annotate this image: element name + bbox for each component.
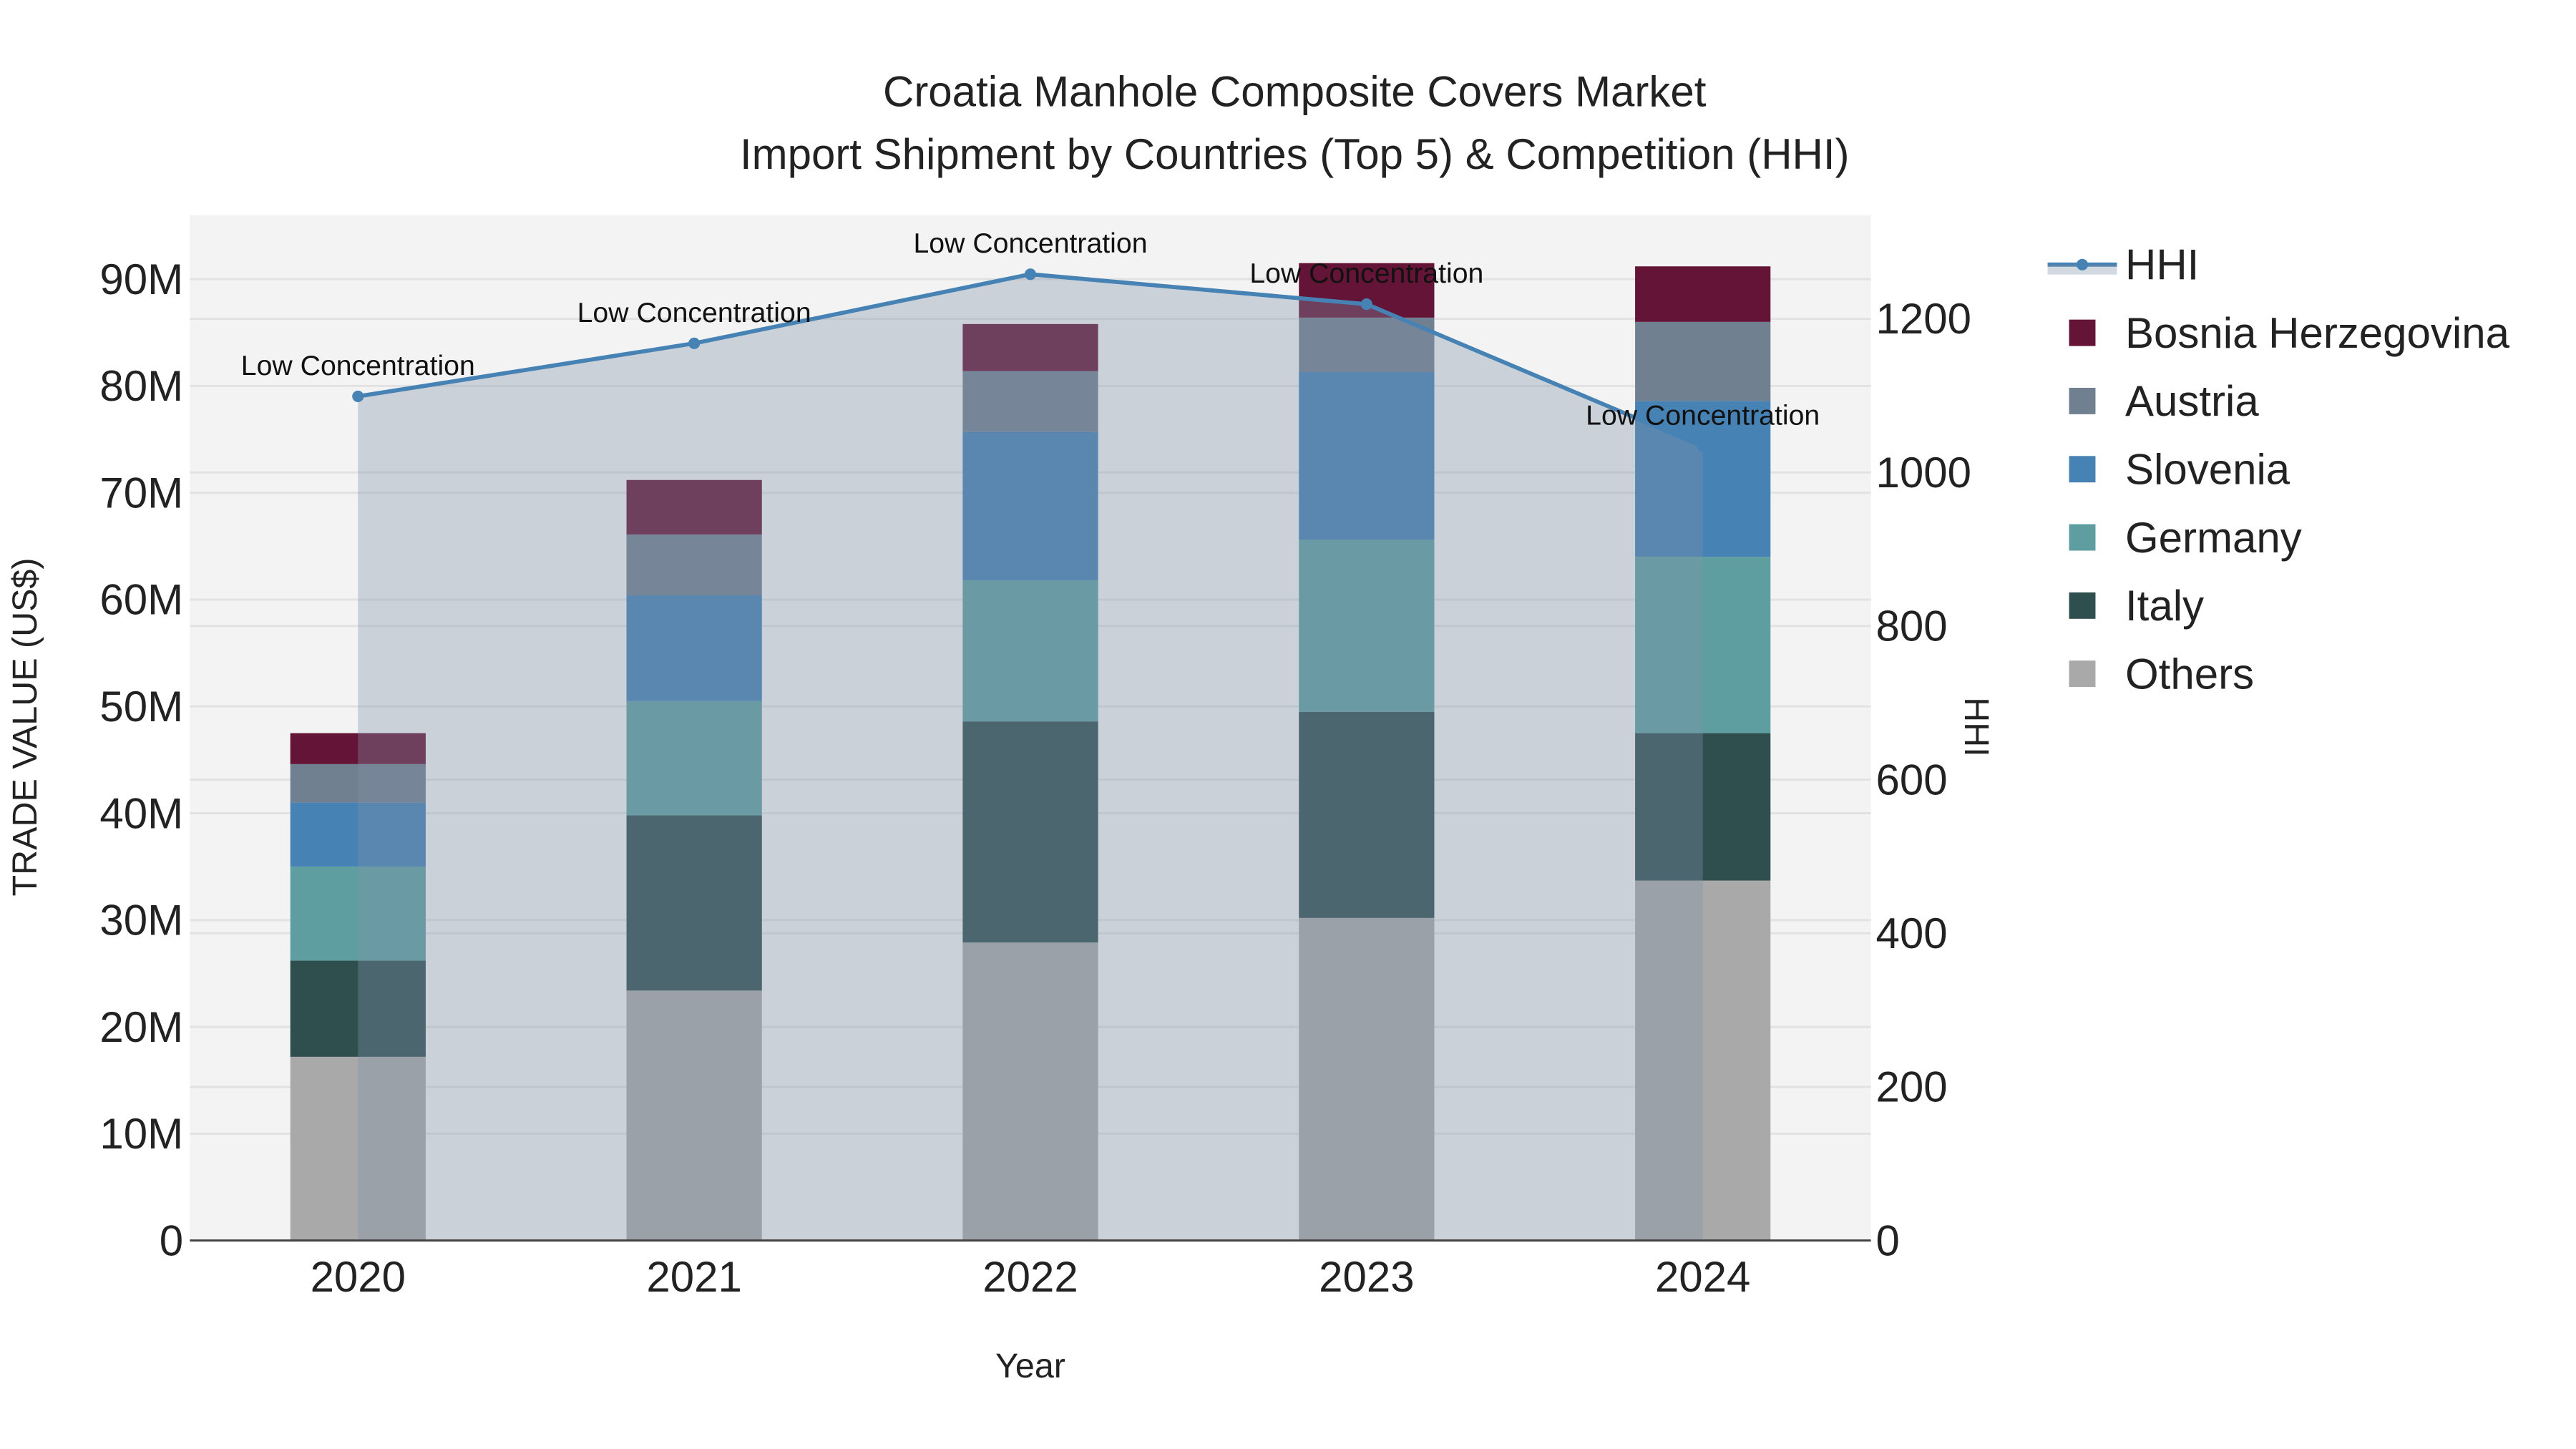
x-tick-label: 2021 xyxy=(646,1253,741,1301)
chart-title-line2: Import Shipment by Countries (Top 5) & C… xyxy=(740,130,1850,178)
bar-slovenia xyxy=(626,595,762,701)
bar-others xyxy=(1299,917,1435,1241)
bar-others xyxy=(290,1056,426,1241)
y-tick-label: 50M xyxy=(99,683,183,731)
hhi-point xyxy=(352,390,364,402)
legend-swatch-icon xyxy=(2069,524,2096,551)
bar-austria xyxy=(290,763,426,803)
y-tick-label: 40M xyxy=(99,789,183,837)
legend-hhi-marker-icon xyxy=(2076,258,2089,270)
chart-title-line1: Croatia Manhole Composite Covers Market xyxy=(883,67,1707,115)
legend-label: Germany xyxy=(2125,514,2302,562)
bar-germany xyxy=(290,867,426,961)
bar-others xyxy=(626,990,762,1241)
y2-tick-label: 400 xyxy=(1876,909,1948,957)
bar-austria xyxy=(1635,321,1771,401)
hhi-annotation: Low Concentration xyxy=(913,228,1147,259)
bar-bosnia-herzegovina xyxy=(626,479,762,535)
legend-swatch-icon xyxy=(2069,456,2096,483)
x-tick-label: 2020 xyxy=(311,1253,406,1301)
y-tick-label: 90M xyxy=(99,255,183,303)
hhi-annotation: Low Concentration xyxy=(1586,400,1820,431)
legend-label: Bosnia Herzegovina xyxy=(2125,309,2510,357)
y2-tick-label: 200 xyxy=(1876,1063,1948,1111)
bar-slovenia xyxy=(290,802,426,867)
x-tick-label: 2023 xyxy=(1319,1253,1414,1301)
bar-slovenia xyxy=(962,431,1098,581)
bar-others xyxy=(962,942,1098,1241)
bar-bosnia-herzegovina xyxy=(962,323,1098,371)
legend-label-hhi: HHI xyxy=(2125,241,2199,289)
y2-tick-label: 1000 xyxy=(1876,449,1971,497)
hhi-point xyxy=(1360,298,1372,311)
legend-label: Slovenia xyxy=(2125,445,2290,493)
bar-germany xyxy=(1299,540,1435,712)
y2-tick-label: 600 xyxy=(1876,756,1948,804)
legend-label: Italy xyxy=(2125,582,2204,630)
bar-italy xyxy=(626,815,762,991)
bar-austria xyxy=(1299,317,1435,373)
hhi-point xyxy=(1697,440,1709,452)
y2-tick-label: 800 xyxy=(1876,602,1948,650)
hhi-area xyxy=(358,274,1703,1241)
bar-italy xyxy=(1635,733,1771,881)
y-tick-label: 60M xyxy=(99,576,183,624)
y-tick-label: 80M xyxy=(99,362,183,410)
hhi-point xyxy=(1024,268,1037,280)
hhi-annotation: Low Concentration xyxy=(241,350,475,381)
legend-swatch-icon xyxy=(2069,387,2096,414)
y2-axis-title: HHI xyxy=(1957,697,1996,756)
bar-italy xyxy=(962,721,1098,943)
y2-tick-label: 0 xyxy=(1876,1216,1900,1264)
hhi-point xyxy=(688,337,701,349)
bar-italy xyxy=(290,960,426,1057)
bar-austria xyxy=(626,534,762,596)
y-axis-title: TRADE VALUE (US$) xyxy=(6,557,44,896)
legend-swatch-icon xyxy=(2069,319,2096,346)
bar-bosnia-herzegovina xyxy=(290,733,426,764)
legend-swatch-icon xyxy=(2069,660,2096,688)
bar-slovenia xyxy=(1299,372,1435,540)
bar-germany xyxy=(962,580,1098,722)
bar-germany xyxy=(1635,557,1771,733)
x-tick-label: 2024 xyxy=(1655,1253,1750,1301)
y-tick-label: 30M xyxy=(99,897,183,945)
hhi-annotation: Low Concentration xyxy=(577,297,811,328)
bar-austria xyxy=(962,371,1098,432)
hhi-annotation: Low Concentration xyxy=(1249,258,1483,289)
x-tick-label: 2022 xyxy=(982,1253,1078,1301)
bar-others xyxy=(1635,880,1771,1241)
bar-bosnia-herzegovina xyxy=(1635,266,1771,322)
x-axis-title: Year xyxy=(995,1347,1065,1385)
legend-swatch-icon xyxy=(2069,592,2096,619)
y-tick-label: 10M xyxy=(99,1110,183,1158)
y-tick-label: 20M xyxy=(99,1003,183,1051)
y2-tick-label: 1200 xyxy=(1876,295,1971,343)
bar-germany xyxy=(626,701,762,816)
y-tick-label: 70M xyxy=(99,469,183,517)
legend-label: Others xyxy=(2125,650,2254,698)
y-tick-label: 0 xyxy=(160,1216,183,1264)
legend-label: Austria xyxy=(2125,377,2259,425)
bar-italy xyxy=(1299,711,1435,918)
